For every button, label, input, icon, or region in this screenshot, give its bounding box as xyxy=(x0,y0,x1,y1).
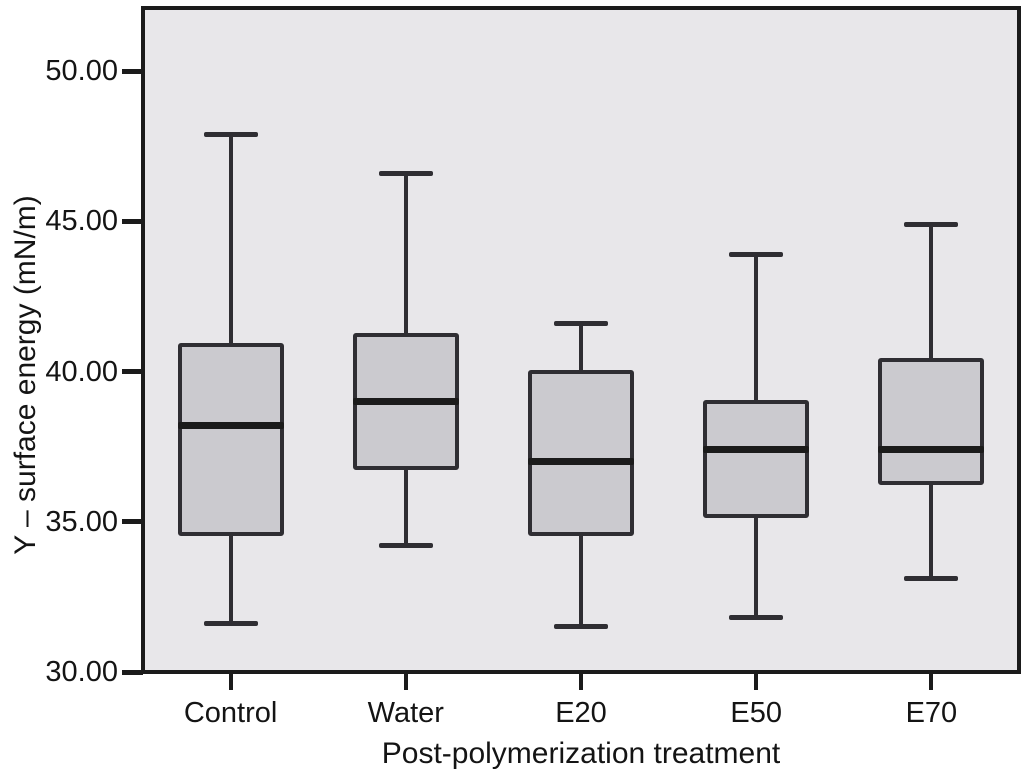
median-control xyxy=(177,422,284,430)
whisker-upper-e70 xyxy=(929,224,934,360)
whisker-upper-control xyxy=(228,134,233,345)
y-tick-label: 40.00 xyxy=(45,355,118,388)
y-tick-mark xyxy=(122,68,143,74)
x-tick-mark-control xyxy=(228,674,233,690)
y-tick-label: 50.00 xyxy=(45,55,118,88)
x-tick-mark-e20 xyxy=(579,674,583,690)
whisker-cap-max-control xyxy=(203,131,258,137)
x-category-label-e20: E20 xyxy=(555,697,607,729)
whisker-cap-min-control xyxy=(203,621,258,627)
x-category-label-e70: E70 xyxy=(905,697,958,729)
y-tick-label: 35.00 xyxy=(45,505,118,538)
y-tick-mark xyxy=(122,369,143,375)
x-category-label-e50: E50 xyxy=(730,697,782,729)
median-e50 xyxy=(703,446,810,454)
x-tick-mark-water xyxy=(403,674,408,690)
y-tick-label: 45.00 xyxy=(45,205,118,238)
y-tick-mark xyxy=(122,218,143,224)
whisker-lower-e50 xyxy=(754,515,759,618)
whisker-cap-min-water xyxy=(378,543,433,549)
whisker-cap-max-e70 xyxy=(904,221,959,227)
whisker-upper-e50 xyxy=(754,254,759,402)
x-category-label-water: Water xyxy=(367,697,444,729)
x-tick-mark-e70 xyxy=(929,674,934,690)
whisker-cap-min-e70 xyxy=(904,576,959,582)
whisker-cap-max-e20 xyxy=(554,320,608,326)
y-tick-mark xyxy=(122,519,143,525)
whisker-lower-control xyxy=(228,533,233,624)
x-tick-mark-e50 xyxy=(754,674,759,690)
median-e20 xyxy=(528,458,634,466)
y-tick-label: 30.00 xyxy=(45,656,118,688)
whisker-upper-e20 xyxy=(579,323,583,372)
median-e70 xyxy=(878,446,985,454)
box-e20 xyxy=(528,369,634,536)
box-control xyxy=(177,342,284,536)
whisker-lower-e70 xyxy=(929,482,934,579)
whisker-cap-max-water xyxy=(378,170,433,176)
whisker-upper-water xyxy=(403,173,408,336)
x-axis-title: Post-polymerization treatment xyxy=(381,737,781,770)
whisker-lower-water xyxy=(403,467,408,546)
whisker-cap-min-e20 xyxy=(554,624,608,630)
box-e50 xyxy=(703,399,810,518)
whisker-lower-e20 xyxy=(579,533,583,627)
whisker-cap-max-e50 xyxy=(729,251,784,257)
median-water xyxy=(352,398,459,406)
box-e70 xyxy=(878,357,985,485)
y-tick-mark xyxy=(122,669,143,675)
whisker-cap-min-e50 xyxy=(729,615,784,621)
x-category-label-control: Control xyxy=(183,697,278,729)
